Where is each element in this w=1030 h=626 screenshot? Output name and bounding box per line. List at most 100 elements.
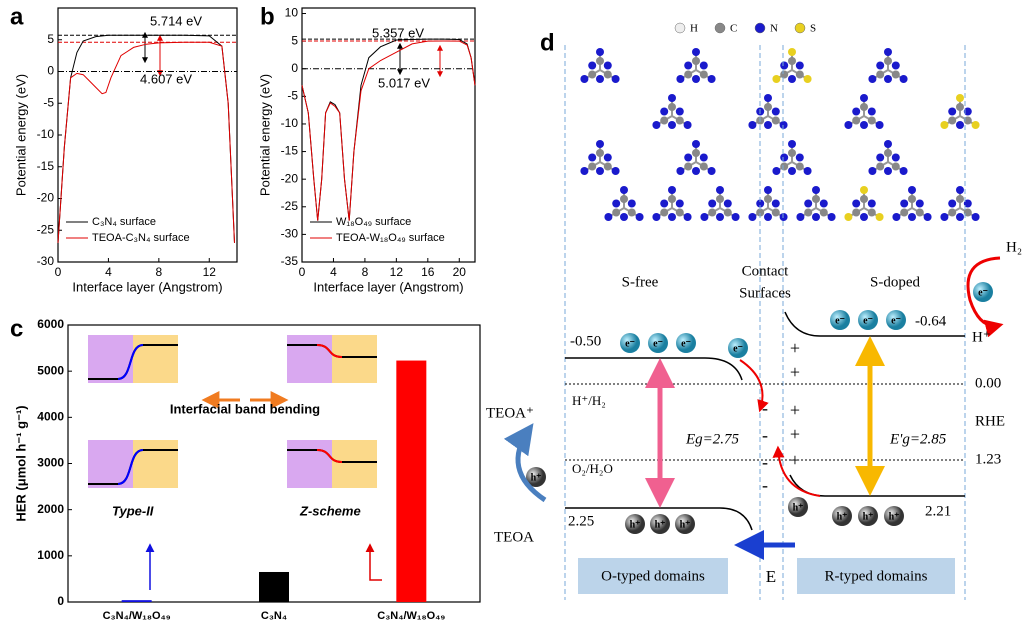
plot-frame xyxy=(301,7,476,263)
atom xyxy=(852,199,861,208)
atom xyxy=(796,213,805,221)
atom xyxy=(716,195,724,203)
domain-box xyxy=(797,558,955,594)
inset-bend xyxy=(316,344,343,358)
atom xyxy=(771,208,780,217)
atom xyxy=(971,121,980,129)
particle xyxy=(886,310,906,330)
atom xyxy=(860,94,868,102)
annotation: 5.357 eV xyxy=(372,25,424,40)
atom xyxy=(956,94,964,102)
x-axis-label: Interface layer (Angstrom) xyxy=(72,279,222,294)
atom xyxy=(596,48,604,56)
atom xyxy=(684,70,693,79)
atom xyxy=(723,208,732,217)
diagram-text: O-typed domains xyxy=(601,568,705,584)
annotation: Z-scheme xyxy=(299,503,361,518)
atom xyxy=(683,121,692,129)
atom xyxy=(875,121,884,129)
atom xyxy=(963,208,972,217)
atom xyxy=(812,186,820,194)
atom xyxy=(588,162,597,171)
atom xyxy=(771,116,780,125)
atom xyxy=(884,140,892,148)
atom xyxy=(884,48,892,56)
inset-bend xyxy=(117,344,144,380)
atom xyxy=(780,162,789,171)
atom xyxy=(915,199,924,208)
atom xyxy=(827,213,836,221)
atom xyxy=(660,107,669,116)
diagram-text: e⁻ xyxy=(653,338,663,349)
atom xyxy=(819,208,828,217)
diagram-text: h⁺ xyxy=(630,519,641,530)
diagram-text: + xyxy=(790,450,800,470)
atom xyxy=(875,213,884,221)
atom xyxy=(635,213,644,221)
atom xyxy=(963,199,972,208)
atom xyxy=(812,195,820,203)
atom xyxy=(652,213,661,221)
inset-left xyxy=(287,440,332,488)
inset-left xyxy=(88,335,133,383)
inset-right xyxy=(332,440,377,488)
atom xyxy=(764,195,772,203)
atom xyxy=(963,116,972,125)
atom xyxy=(692,140,700,148)
atom xyxy=(891,153,900,162)
panel-label: a xyxy=(10,3,24,30)
diagram-text: h⁺ xyxy=(531,472,542,483)
atom xyxy=(627,199,636,208)
particle xyxy=(858,506,878,526)
atom xyxy=(748,213,757,221)
transfer-arrow xyxy=(966,256,1004,338)
diagram-text: + xyxy=(790,424,800,444)
x-tick-label: 4 xyxy=(330,265,337,279)
atom xyxy=(668,94,676,102)
inset-right xyxy=(133,440,178,488)
diagram-text: Eg=2.75 xyxy=(685,431,740,447)
atom xyxy=(948,208,957,217)
diagram-text: + xyxy=(790,400,800,420)
diagram-text: E xyxy=(766,567,776,586)
atom-key xyxy=(714,22,726,34)
y-axis-label: Potential energy (eV) xyxy=(257,74,272,196)
atom xyxy=(948,107,957,116)
x-tick-label: C₃N₄/W₁₈O₄₉ xyxy=(377,610,445,622)
diagram-text: TEOA xyxy=(494,529,534,545)
atom xyxy=(668,186,676,194)
atom xyxy=(900,199,909,208)
atom xyxy=(660,199,669,208)
atom xyxy=(804,208,813,217)
y-tick-label: 10 xyxy=(285,6,299,20)
atom xyxy=(884,167,892,175)
x-axis-label: Interface layer (Angstrom) xyxy=(313,279,463,294)
atom xyxy=(971,213,980,221)
atom xyxy=(675,208,684,217)
band xyxy=(784,311,965,337)
diagram-text: e⁻ xyxy=(733,343,743,354)
atom xyxy=(611,75,620,83)
diagram-text: E'g=2.85 xyxy=(889,431,947,447)
atom xyxy=(860,103,868,111)
atom xyxy=(596,149,604,157)
atom xyxy=(723,199,732,208)
x-tick-label: C₃N₄/W₁₈O₄₉ xyxy=(103,610,171,622)
y-tick-label: 0 xyxy=(291,61,298,75)
diagram-text: h⁺ xyxy=(889,511,900,522)
annotation: 5.017 eV xyxy=(378,75,430,90)
atom xyxy=(716,186,724,194)
atom xyxy=(900,208,909,217)
atom xyxy=(668,121,676,129)
diagram-text: 2.25 xyxy=(568,513,594,529)
atom xyxy=(596,167,604,175)
diagram-text: e⁻ xyxy=(681,338,691,349)
atom xyxy=(603,61,612,70)
atom xyxy=(891,61,900,70)
y-tick-label: -20 xyxy=(37,191,55,205)
atom xyxy=(707,75,716,83)
y-tick-label: -5 xyxy=(43,95,54,109)
x-tick-label: 0 xyxy=(55,265,62,279)
diagram-text: H₂ xyxy=(1006,239,1022,255)
